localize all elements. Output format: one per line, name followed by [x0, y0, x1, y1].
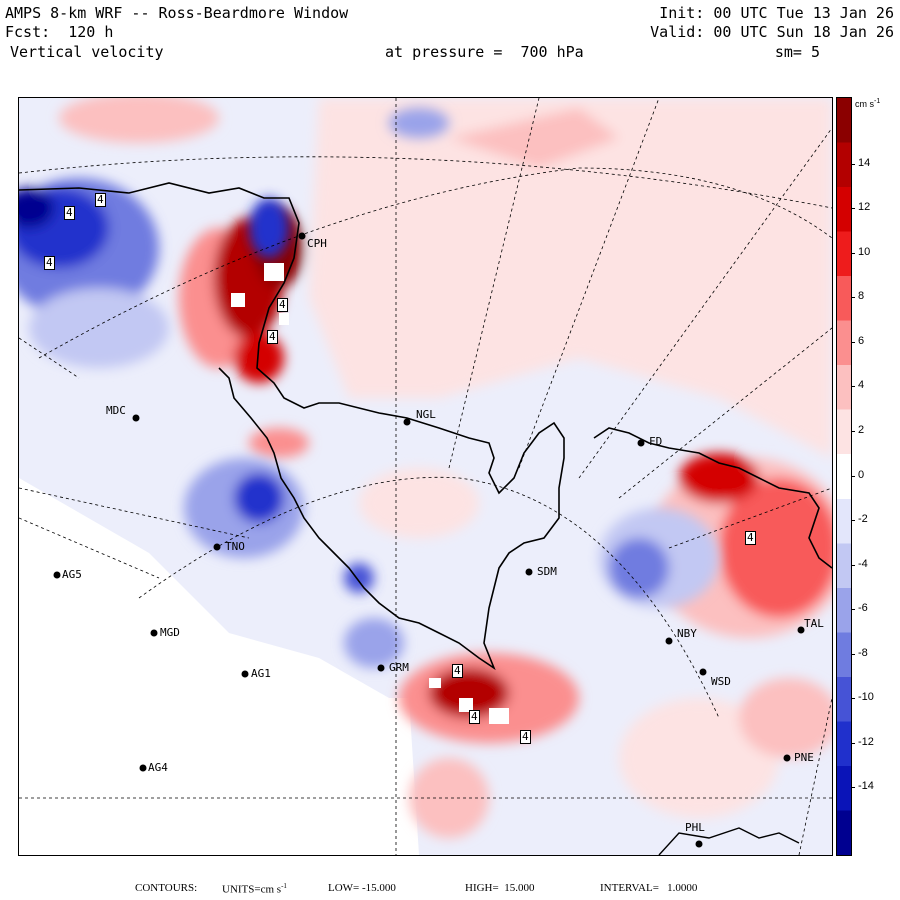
- smoothing-label: sm= 5: [774, 43, 820, 61]
- colorbar: [836, 97, 852, 856]
- colorbar-tick-mark: [851, 430, 855, 432]
- contour-label: 4: [452, 664, 463, 678]
- map-svg: [19, 98, 832, 855]
- variable-name: Vertical velocity: [10, 43, 164, 61]
- colorbar-tick-mark: [851, 341, 855, 343]
- station-label-ag4: AG4: [148, 761, 168, 774]
- colorbar-tick-mark: [851, 653, 855, 655]
- station-label-ag1: AG1: [251, 667, 271, 680]
- colorbar-units: cm s-1: [855, 98, 881, 109]
- station-label-ngl: NGL: [416, 408, 436, 421]
- contour-label: 4: [64, 206, 75, 220]
- colorbar-tick-mark: [851, 520, 855, 522]
- pressure-level: at pressure = 700 hPa: [385, 43, 584, 61]
- station-label-cph: CPH: [307, 237, 327, 250]
- colorbar-tick-mark: [851, 163, 855, 165]
- colorbar-tick-mark: [851, 252, 855, 254]
- negative-field: [19, 108, 719, 668]
- colorbar-tick-mark: [851, 297, 855, 299]
- plot-title: AMPS 8-km WRF -- Ross-Beardmore Window: [5, 4, 349, 22]
- colorbar-tick-label: -4: [858, 557, 868, 570]
- contour-label: 4: [44, 256, 55, 270]
- station-label-sdm: SDM: [537, 565, 557, 578]
- station-label-tno: TNO: [225, 540, 245, 553]
- station-label-mgd: MGD: [160, 626, 180, 639]
- coastline-south: [658, 827, 800, 855]
- contour-label: 4: [469, 710, 480, 724]
- colorbar-tick-mark: [851, 208, 855, 210]
- colorbar-tick-mark: [851, 386, 855, 388]
- init-time: Init: 00 UTC Tue 13 Jan 26: [659, 4, 894, 22]
- colorbar-tick-mark: [851, 564, 855, 566]
- station-label-phl: PHL: [685, 821, 705, 834]
- valid-time: Valid: 00 UTC Sun 18 Jan 26: [650, 23, 894, 41]
- station-label-fd: FD: [649, 435, 663, 448]
- colorbar-tick-label: 14: [858, 156, 871, 169]
- colorbar-tick-mark: [851, 742, 855, 744]
- colorbar-tick-mark: [851, 698, 855, 700]
- contour-label: 4: [745, 531, 756, 545]
- contour-label: 4: [277, 298, 288, 312]
- nodata-region: [19, 478, 419, 855]
- colorbar-tick-mark: [851, 475, 855, 477]
- colorbar-tick-label: -14: [858, 780, 874, 793]
- colorbar-tick-label: 12: [858, 201, 871, 214]
- colorbar-tick-label: -10: [858, 691, 874, 704]
- contour-label: 4: [267, 330, 278, 344]
- station-markers: [53, 232, 805, 848]
- footer-units: UNITS=cm s-1: [222, 882, 287, 896]
- station-label-wsd: WSD: [711, 675, 731, 688]
- contour-label: 4: [520, 730, 531, 744]
- footer-contours: CONTOURS:: [135, 882, 198, 894]
- colorbar-tick-mark: [851, 787, 855, 789]
- footer-low: LOW= -15.000: [328, 882, 396, 894]
- coastline-east: [593, 427, 832, 569]
- colorbar-tick-label: 4: [858, 379, 865, 392]
- graticule: [19, 98, 832, 855]
- contour-label: 4: [95, 193, 106, 207]
- colorbar-tick-label: 8: [858, 290, 865, 303]
- station-label-grm: GRM: [389, 661, 409, 674]
- colorbar-tick-label: 0: [858, 468, 865, 481]
- station-label-ag5: AG5: [62, 568, 82, 581]
- colorbar-tick-label: -8: [858, 646, 868, 659]
- station-label-mdc: MDC: [106, 404, 126, 417]
- colorbar-tick-label: 10: [858, 245, 871, 258]
- station-label-nby: NBY: [677, 627, 697, 640]
- footer-interval: INTERVAL= 1.0000: [600, 882, 698, 894]
- colorbar-tick-mark: [851, 609, 855, 611]
- colorbar-tick-label: 6: [858, 334, 865, 347]
- colorbar-tick-label: 2: [858, 423, 865, 436]
- map-panel[interactable]: CPH MDC NGL FD AG5 MGD AG1 AG4 SDM GRM N…: [18, 97, 833, 856]
- footer-high: HIGH= 15.000: [465, 882, 535, 894]
- colorbar-tick-label: -6: [858, 602, 868, 615]
- station-label-pne: PNE: [794, 751, 814, 764]
- masked-terrain: [231, 263, 509, 724]
- forecast-hour: Fcst: 120 h: [5, 23, 114, 41]
- coastline: [19, 182, 565, 671]
- colorbar-tick-label: -2: [858, 513, 868, 526]
- station-label-tal: TAL: [804, 617, 824, 630]
- colorbar-tick-label: -12: [858, 735, 874, 748]
